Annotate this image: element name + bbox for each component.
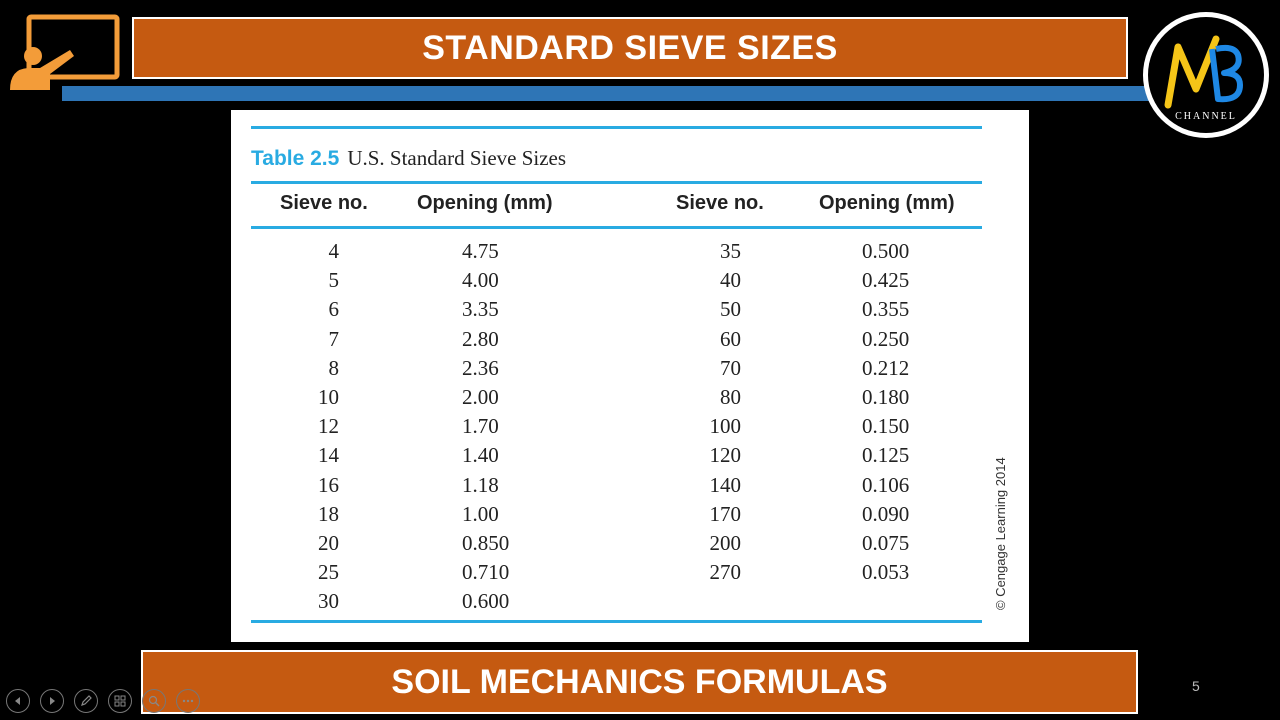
logo-channel-text: CHANNEL <box>1175 111 1237 122</box>
arrow-left-icon <box>15 697 20 705</box>
next-slide-button[interactable] <box>40 689 64 713</box>
table-caption-text: U.S. Standard Sieve Sizes <box>347 146 567 170</box>
table-bottom-rule <box>251 620 982 623</box>
table-cell: 0.212 <box>862 355 910 380</box>
table-cell: 4.75 <box>462 239 499 263</box>
table-cell: 3.35 <box>462 297 499 322</box>
table-cell: 10 <box>318 384 339 409</box>
table-cell: 5 <box>328 268 340 293</box>
header-sieve-no-right: Sieve no. <box>676 192 764 214</box>
table-caption: Table 2.5 U.S. Standard Sieve Sizes <box>251 146 566 171</box>
table-cell: 0.425 <box>862 268 910 293</box>
channel-logo: CHANNEL <box>1143 12 1269 138</box>
left-sieve-column: 4 5 6 7 8 10 12 14 16 18 20 25 30 <box>291 237 339 616</box>
table-cell: 0.355 <box>862 297 910 322</box>
more-options-button[interactable] <box>176 689 200 713</box>
table-cell: 2.80 <box>462 326 499 351</box>
table-cell: 70 <box>720 355 741 380</box>
table-cell: 0.850 <box>462 530 510 555</box>
table-cell: 100 <box>709 414 742 439</box>
copyright-notice: © Cengage Learning 2014 <box>993 457 1008 610</box>
table-cell: 20 <box>318 530 339 555</box>
table-cell: 60 <box>720 326 741 351</box>
table-cell: 0.075 <box>862 530 910 555</box>
ellipsis-icon <box>182 699 194 703</box>
table-cell: 0.600 <box>462 589 510 614</box>
table-cell: 50 <box>720 297 741 322</box>
table-cell: 0.106 <box>862 472 910 497</box>
blue-divider-band <box>62 86 1152 101</box>
header-opening-left: Opening (mm) <box>417 192 553 214</box>
slide-footer: SOIL MECHANICS FORMULAS <box>141 650 1138 714</box>
table-cell: 14 <box>318 443 339 468</box>
table-cell: 0.710 <box>462 560 510 585</box>
table-cell: 0.180 <box>862 384 910 409</box>
table-cell: 1.40 <box>462 443 499 468</box>
right-opening-column: 0.500 0.425 0.355 0.250 0.212 0.180 0.15… <box>862 237 909 587</box>
table-cell: 12 <box>318 414 339 439</box>
pen-tool-button[interactable] <box>74 689 98 713</box>
magnifier-icon <box>148 695 160 707</box>
arrow-right-icon <box>50 697 55 705</box>
presenter-icon <box>10 14 120 90</box>
table-cell: 0.500 <box>862 239 910 263</box>
table-cell: 1.00 <box>462 501 499 526</box>
table-body-rule <box>251 226 982 229</box>
right-sieve-column: 35 40 50 60 70 80 100 120 140 170 200 27… <box>691 237 742 587</box>
table-cell: 170 <box>709 501 742 526</box>
header-opening-right: Opening (mm) <box>819 192 955 214</box>
table-cell: 7 <box>328 326 340 351</box>
table-cell: 18 <box>318 501 339 526</box>
table-header-rule <box>251 181 982 184</box>
table-cell: 30 <box>318 589 339 614</box>
previous-slide-button[interactable] <box>6 689 30 713</box>
table-cell: 2.36 <box>462 355 499 380</box>
table-cell: 4 <box>328 239 340 263</box>
sieve-table: Table 2.5 U.S. Standard Sieve Sizes Sieve… <box>231 110 1029 642</box>
table-top-rule <box>251 126 982 129</box>
table-cell: 120 <box>709 443 742 468</box>
table-cell: 2.00 <box>462 384 499 409</box>
table-cell: 1.18 <box>462 472 499 497</box>
slides-icon <box>114 695 126 707</box>
header-sieve-no-left: Sieve no. <box>280 192 368 214</box>
table-cell: 0.053 <box>862 560 910 585</box>
table-cell: 0.250 <box>862 326 910 351</box>
zoom-button[interactable] <box>142 689 166 713</box>
slideshow-controls <box>6 689 200 713</box>
table-cell: 0.150 <box>862 414 910 439</box>
table-cell: 0.090 <box>862 501 910 526</box>
table-cell: 200 <box>709 530 742 555</box>
table-cell: 25 <box>318 560 339 585</box>
table-cell: 0.125 <box>862 443 910 468</box>
slide-title: STANDARD SIEVE SIZES <box>132 17 1128 79</box>
table-cell: 80 <box>720 384 741 409</box>
table-cell: 270 <box>709 560 742 585</box>
table-cell: 35 <box>720 239 741 263</box>
table-cell: 16 <box>318 472 339 497</box>
table-cell: 6 <box>328 297 340 322</box>
table-cell: 4.00 <box>462 268 499 293</box>
pen-icon <box>81 695 92 706</box>
table-cell: 140 <box>709 472 742 497</box>
see-all-slides-button[interactable] <box>108 689 132 713</box>
left-opening-column: 4.75 4.00 3.35 2.80 2.36 2.00 1.70 1.40 … <box>462 237 509 616</box>
table-cell: 1.70 <box>462 414 499 439</box>
table-cell: 40 <box>720 268 741 293</box>
table-cell: 8 <box>328 355 340 380</box>
table-number: Table 2.5 <box>251 147 340 170</box>
page-number: 5 <box>1192 678 1200 694</box>
